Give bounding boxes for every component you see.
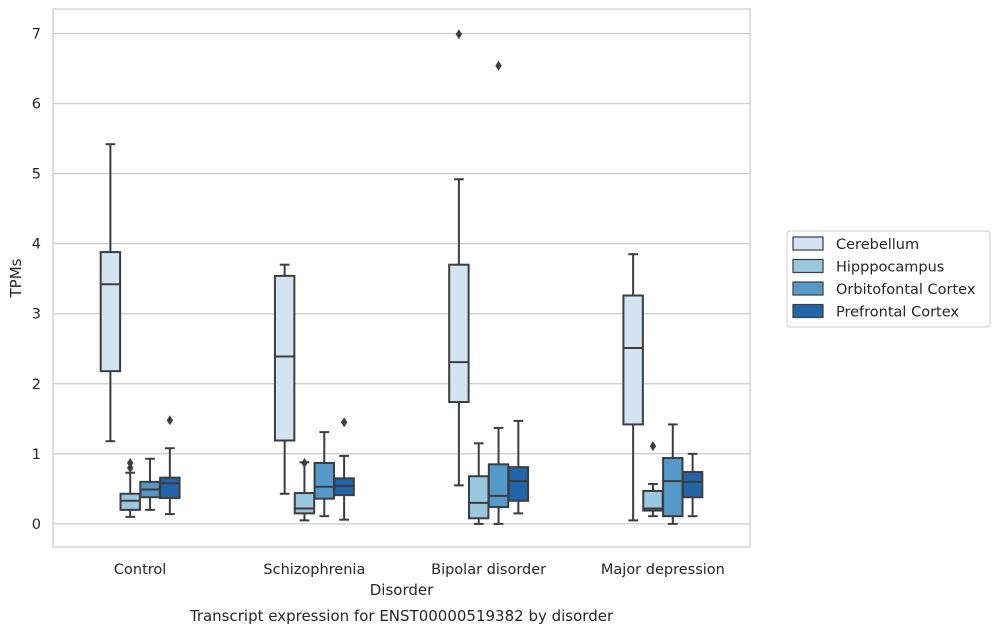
x-tick-label: Schizophrenia [263, 562, 365, 578]
box-body [313, 461, 335, 500]
legend-swatch [792, 236, 824, 251]
box-1-2 [119, 457, 141, 518]
box-2-1 [273, 263, 296, 495]
box-body [293, 492, 316, 515]
outlier-point [127, 457, 134, 468]
outlier-point [166, 415, 174, 426]
box-2-3 [313, 431, 335, 518]
y-tick-label: 4 [32, 237, 41, 253]
box-1-1 [99, 143, 122, 443]
y-tick-label: 1 [32, 447, 41, 463]
box-body [99, 251, 122, 373]
outlier-point [495, 60, 502, 71]
box-body [448, 263, 470, 403]
box-4-1 [622, 253, 644, 522]
y-tick-label: 5 [32, 167, 41, 183]
box-body [487, 463, 510, 509]
legend-label: Cerebellum [836, 237, 919, 253]
x-axis-label: Disorder [370, 581, 434, 599]
box-2-4 [333, 417, 355, 521]
box-body [681, 471, 704, 499]
box-body [468, 475, 490, 520]
box-body [273, 274, 296, 442]
box-1-3 [139, 457, 161, 511]
y-tick-label: 2 [32, 377, 41, 393]
x-tick-label: Major depression [601, 562, 725, 578]
box-body [507, 466, 530, 502]
y-tick-label: 7 [32, 27, 41, 43]
plot-frame [52, 8, 751, 548]
box-body [622, 294, 644, 426]
x-tick-label: Control [114, 562, 166, 578]
legend-label: Orbitofontal Cortex [836, 282, 976, 298]
y-tick-label: 0 [32, 517, 41, 533]
legend-swatch [792, 303, 824, 319]
legend: Cerebellum Hipppocampus Orbitofontal Corte… [786, 230, 991, 328]
box-4-3 [662, 423, 684, 525]
outlier-point [340, 417, 348, 428]
outlier-point [455, 29, 463, 40]
x-tick-labels: Control Schizophrenia Bipolar disorder Majo… [114, 562, 725, 578]
y-tick-labels: 0 1 2 3 4 5 6 7 [32, 27, 41, 533]
outlier-point [649, 441, 657, 452]
figure-caption: Transcript expression for ENST0000051938… [189, 607, 614, 625]
legend-frame [786, 230, 991, 328]
y-axis-label: TPMs [7, 258, 25, 298]
x-tick-label: Bipolar disorder [431, 562, 546, 578]
box-2-2 [293, 457, 316, 522]
box-3-4 [507, 419, 530, 515]
y-tick-label: 6 [32, 97, 41, 113]
legend-swatch [792, 281, 824, 296]
box-body [119, 492, 141, 511]
y-tick-label: 3 [32, 307, 41, 323]
legend-label: Hipppocampus [836, 260, 944, 276]
legend-label: Prefrontal Cortex [836, 305, 959, 321]
outlier-point [301, 457, 308, 468]
box-3-1 [448, 29, 470, 487]
box-body [662, 457, 684, 518]
plot-area [53, 9, 750, 547]
box-1-4 [159, 415, 181, 516]
legend-swatch [792, 258, 824, 274]
box-4-4 [681, 452, 704, 518]
box-layer [99, 29, 704, 525]
box-body [159, 476, 181, 499]
